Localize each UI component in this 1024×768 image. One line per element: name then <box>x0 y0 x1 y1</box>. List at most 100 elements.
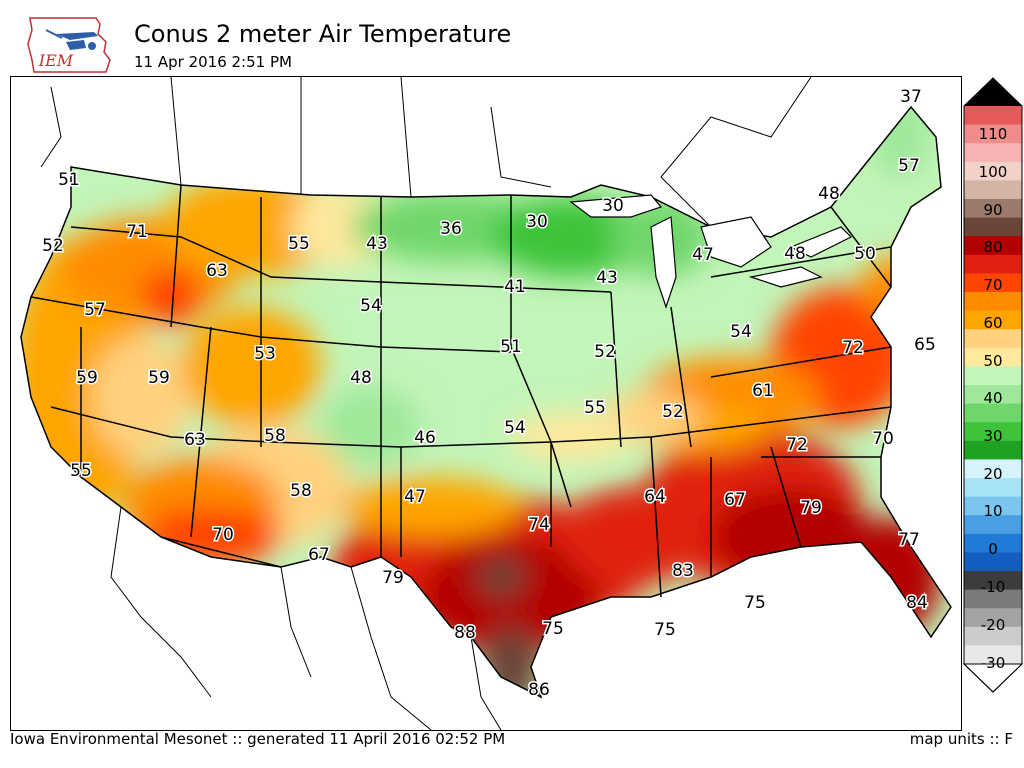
temp-label: 36 <box>440 219 462 239</box>
temp-label: 57 <box>898 156 920 176</box>
temp-label: 55 <box>70 461 92 481</box>
colorbar-tick: -20 <box>981 616 1006 634</box>
colorbar-block <box>964 161 1022 181</box>
colorbar-block <box>964 459 1022 479</box>
temp-label: 43 <box>596 268 618 288</box>
temp-label: 72 <box>842 338 864 358</box>
colorbar-ticks: 110 100 90 80 70 60 50 40 30 20 10 0 -10… <box>979 125 1008 672</box>
colorbar-block <box>964 366 1022 386</box>
temp-label: 79 <box>382 568 404 588</box>
colorbar-block <box>964 515 1022 535</box>
colorbar-block <box>964 533 1022 553</box>
temp-label: 59 <box>76 368 98 388</box>
colorbar-block <box>964 608 1022 628</box>
temp-label: 48 <box>818 184 840 204</box>
temp-label: 52 <box>594 342 616 362</box>
temperature-field <box>21 107 951 697</box>
temp-label: 65 <box>914 335 936 355</box>
colorbar-block <box>964 180 1022 200</box>
colorbar-tick: 30 <box>983 427 1002 445</box>
page-subtitle: 11 Apr 2016 2:51 PM <box>134 53 292 71</box>
temp-label: 64 <box>644 487 666 507</box>
colorbar-block <box>964 347 1022 367</box>
iem-logo: IEM <box>26 14 118 76</box>
temp-label: 30 <box>526 212 548 232</box>
temp-label: 70 <box>872 429 894 449</box>
colorbar-tick: 110 <box>979 125 1008 143</box>
colorbar-block <box>964 552 1022 572</box>
colorbar-block <box>964 385 1022 405</box>
temp-label: 43 <box>366 234 388 254</box>
colorbar-tick: 0 <box>988 540 998 558</box>
colorbar-outline <box>963 77 1023 693</box>
colorbar-block <box>964 422 1022 442</box>
temperature-labels: 51 52 71 63 55 43 36 30 30 37 57 48 47 4… <box>41 86 938 702</box>
colorbar-block <box>964 217 1022 237</box>
temp-label: 52 <box>42 236 64 256</box>
colorbar-block <box>964 236 1022 256</box>
temp-label: 55 <box>584 398 606 418</box>
temp-label: 57 <box>84 300 106 320</box>
temp-label: 75 <box>744 593 766 613</box>
colorbar-tick: 80 <box>983 238 1002 256</box>
temp-label: 58 <box>264 426 286 446</box>
neighbor-borders <box>40 77 812 730</box>
temp-label: 88 <box>454 623 476 643</box>
temperature-colorbar: 110 100 90 80 70 60 50 40 30 20 10 0 -10… <box>962 76 1024 696</box>
temp-label: 86 <box>528 680 550 700</box>
temp-label: 63 <box>184 430 206 450</box>
colorbar-block <box>964 273 1022 293</box>
colorbar-tick: -10 <box>981 578 1006 596</box>
colorbar-tick: 60 <box>983 314 1002 332</box>
colorbar-block <box>964 440 1022 460</box>
logo-text: IEM <box>38 51 74 70</box>
colorbar-tick: 100 <box>979 163 1008 181</box>
temp-label: 47 <box>404 487 426 507</box>
colorbar-block <box>964 589 1022 609</box>
colorbar-block <box>964 626 1022 646</box>
colorbar-tick: 90 <box>983 201 1002 219</box>
temp-label: 59 <box>148 368 170 388</box>
colorbar-block <box>964 645 1022 665</box>
temp-label: 63 <box>206 261 228 281</box>
temp-label: 74 <box>528 515 550 535</box>
colorbar-block <box>964 106 1022 126</box>
colorbar-block <box>964 496 1022 516</box>
temp-label: 72 <box>786 435 808 455</box>
colorbar-tick: 20 <box>983 465 1002 483</box>
temp-label: 67 <box>724 490 746 510</box>
temp-label: 55 <box>288 234 310 254</box>
temp-label: 79 <box>800 498 822 518</box>
temp-label: 50 <box>854 244 876 264</box>
temp-label: 41 <box>504 277 526 297</box>
colorbar-block <box>964 254 1022 274</box>
colorbar-block <box>964 310 1022 330</box>
state-borders <box>20 105 952 699</box>
temp-label: 51 <box>500 337 522 357</box>
colorbar-block <box>964 571 1022 591</box>
temp-label: 58 <box>290 481 312 501</box>
temp-label: 48 <box>350 368 372 388</box>
colorbar-blocks <box>962 77 1024 693</box>
temp-label: 54 <box>730 322 752 342</box>
temperature-map: 51 52 71 63 55 43 36 30 30 37 57 48 47 4… <box>10 76 962 731</box>
temp-label: 53 <box>254 344 276 364</box>
colorbar-block <box>964 292 1022 312</box>
great-lakes <box>569 194 853 309</box>
temp-label: 77 <box>898 530 920 550</box>
colorbar-tick: 70 <box>983 276 1002 294</box>
colorbar-block <box>964 329 1022 349</box>
colorbar-block <box>964 478 1022 498</box>
colorbar-cap-top <box>964 78 1022 106</box>
temp-label: 71 <box>126 222 148 242</box>
colorbar-block <box>964 143 1022 163</box>
page-title: Conus 2 meter Air Temperature <box>134 20 512 48</box>
temp-label: 46 <box>414 428 436 448</box>
temp-label: 54 <box>504 418 526 438</box>
colorbar-block <box>964 403 1022 423</box>
temp-label: 47 <box>692 245 714 265</box>
temp-label: 30 <box>602 196 624 216</box>
temp-label: 70 <box>212 525 234 545</box>
footer-units: map units :: F <box>909 730 1013 748</box>
colorbar-block <box>964 124 1022 144</box>
